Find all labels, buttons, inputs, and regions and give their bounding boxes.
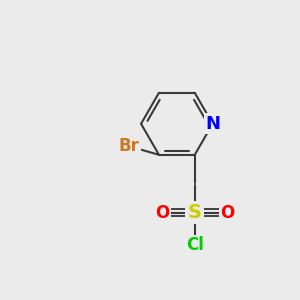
Text: Cl: Cl xyxy=(186,236,204,254)
Text: S: S xyxy=(188,203,202,222)
Text: Br: Br xyxy=(118,136,140,154)
Text: N: N xyxy=(205,115,220,133)
Text: O: O xyxy=(155,203,170,221)
Text: O: O xyxy=(220,203,234,221)
